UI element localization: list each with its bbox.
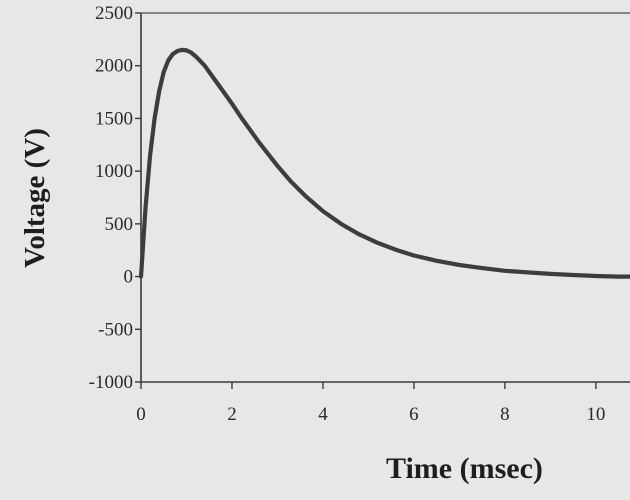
y-tick-label: 1500 <box>95 108 133 129</box>
x-ticks: 0 2 4 6 8 10 <box>136 382 605 425</box>
x-tick-label: 4 <box>318 404 328 425</box>
x-axis-title: Time (msec) <box>386 452 543 485</box>
axes <box>140 12 630 383</box>
series-line-voltage <box>138 47 630 279</box>
x-tick-label: 8 <box>500 404 510 425</box>
y-axis-title: Voltage (V) <box>19 128 51 268</box>
y-tick-label: 1000 <box>95 161 133 182</box>
y-tick-label: 2000 <box>95 56 133 77</box>
x-tick-label: 10 <box>586 404 605 425</box>
y-ticks: -1000 -500 0 500 1000 1500 2000 2500 <box>89 3 141 393</box>
y-tick-label: 500 <box>105 214 134 235</box>
y-tick-label: 0 <box>124 267 134 288</box>
x-tick-label: 2 <box>227 404 237 425</box>
y-tick-label: 2500 <box>95 3 133 24</box>
x-tick-label: 0 <box>136 404 146 425</box>
y-tick-label: -500 <box>98 319 133 340</box>
x-tick-label: 6 <box>409 404 419 425</box>
series-layer <box>138 47 630 279</box>
y-tick-label: -1000 <box>89 372 133 393</box>
